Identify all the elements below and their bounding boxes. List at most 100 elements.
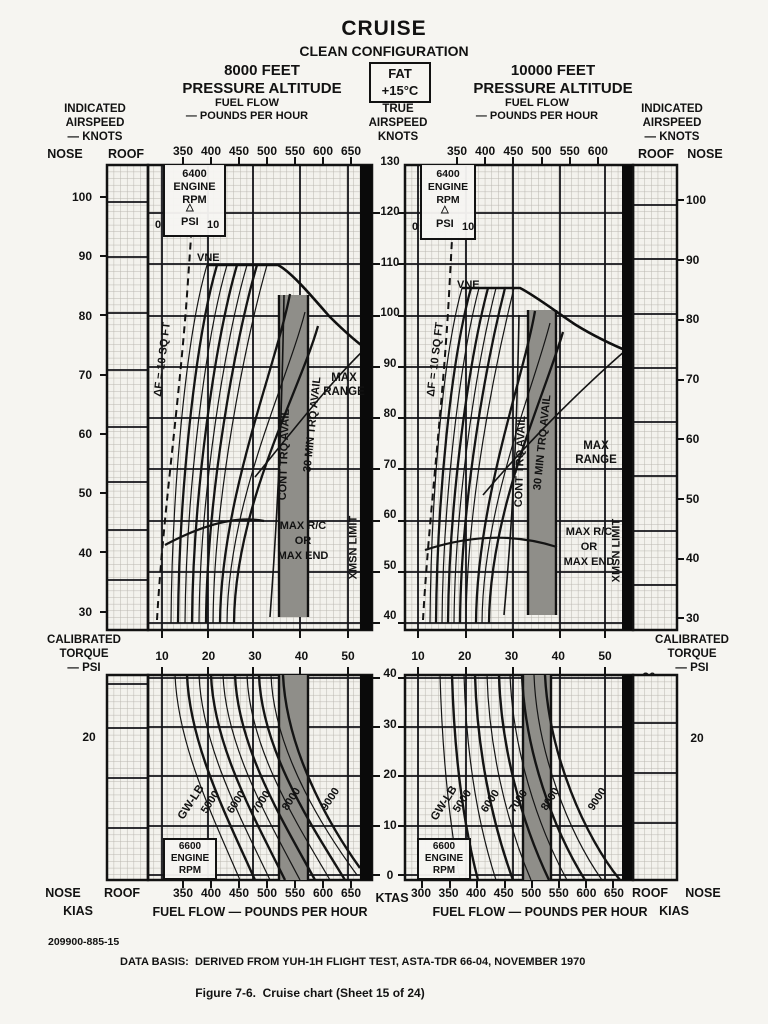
gross-weight-curves [174,674,361,881]
tick-label: 30 [686,610,700,625]
strip-major-gridlines [107,201,148,581]
tick-label: 550 [548,886,569,900]
tick-label: 600 [587,144,608,158]
page-subtitle: CLEAN CONFIGURATION [299,43,469,59]
tick-label: 30 [383,716,397,731]
ias-right-title: INDICATED AIRSPEED — KNOTS [641,103,703,143]
ktas-ticks [372,677,380,876]
roof-footer-right: ROOF [631,886,669,900]
fuel-flow-axis-title-left: FUEL FLOW — POUNDS PER HOUR [152,905,368,919]
strip-major-gridlines [633,204,677,586]
tick-label: 70 [78,367,92,382]
30min-trq-band [526,310,558,615]
tick-label: 40 [551,649,565,663]
tick-label: 40 [383,609,397,622]
tick-label: 350 [172,886,194,900]
torque-axis-title-right: CALIBRATED TORQUE — PSI [655,634,729,674]
tick-label: 500 [256,144,278,158]
gross-weight-curves [439,674,621,881]
vne-envelope-line [462,286,633,355]
max-range-label-right: MAX RANGE [575,440,617,466]
right-altitude-header: 10000 FEET PRESSURE ALTITUDE [473,62,633,97]
psi-ten-right: 10 [462,221,475,233]
tas-scale: 130 120 110 100 90 80 70 60 50 40 [377,155,403,623]
tick-label: 120 [380,206,400,219]
tick-label: 350 [446,144,468,158]
page-title: CRUISE [341,17,427,40]
rpm-6600-box-right: 6600 ENGINE RPM [417,838,471,880]
fat-box: FAT +15°C [369,62,431,103]
kias-label-right: KIAS [659,904,689,918]
fuel-flow-scale-top-right: 350 400 450 500 550 600 [443,144,612,158]
torque-scale-right: 10 20 30 40 50 [404,649,619,663]
tas-ticks [372,212,380,624]
tick-label: 350 [172,144,194,158]
cont-trq-avail-line [503,314,520,616]
fuel-flow-scale-bottom-right: 300 350 400 450 500 550 600 650 [408,886,627,900]
tick-label: 400 [475,144,496,158]
roof-header-right: ROOF [637,147,675,161]
tick-label: 10 [411,649,425,663]
delta-f-dashed-line [156,236,192,621]
data-basis-line: DATA BASIS: DERIVED FROM YUH-1H FLIGHT T… [120,956,585,969]
tas-axis-title: TRUE AIRSPEED KNOTS [368,103,428,143]
major-gridlines-horizontal [405,677,633,876]
kias-label-left: KIAS [63,904,93,918]
tick-label: 550 [559,144,580,158]
vne-label-left: VNE [197,252,220,264]
tick-label: 100 [380,307,400,320]
tick-label: 100 [71,190,92,204]
tick-label: 20 [201,649,216,663]
tick-label: 650 [340,886,362,900]
fuel-flow-ticks [182,880,352,888]
ktas-label: KTAS [375,891,409,905]
xmsn-limit-bar [622,165,632,630]
tick-label: 40 [78,545,92,560]
fuel-flow-ticks [456,157,599,165]
gross-weight-curves [170,264,320,624]
tick-label: 350 [438,886,459,900]
tick-label: 110 [380,256,400,269]
psi-ten-left: 10 [207,219,220,231]
ktas-ticks [398,677,405,876]
xmsn-limit-bar [360,165,372,630]
tick-label: 0 [386,868,394,882]
psi-zero-right: 0 [412,221,419,233]
xmsn-limit-label-left: XMSN LIMIT [347,515,360,580]
strip-major-gridlines [633,722,677,824]
nose-scale-right: 100 90 80 70 60 50 40 30 [686,193,724,625]
tick-label: 40 [686,551,700,566]
tick-label: 80 [383,408,397,421]
max-range-label-left: MAX RANGE [323,372,365,398]
tick-label: 400 [466,886,487,900]
xmsn-limit-bar [622,675,632,880]
max-rc-label-left: MAX R/C OR MAX END [277,520,329,562]
fuel-flow-axis-title-right: FUEL FLOW — POUNDS PER HOUR [432,905,648,919]
tick-label: 70 [383,458,397,471]
chart-canvas-8000ft-low [105,667,380,888]
left-altitude-header: 8000 FEET PRESSURE ALTITUDE [182,62,342,97]
tick-label: 130 [380,156,400,168]
torque-ticks [417,667,606,675]
ias-left-title: INDICATED AIRSPEED — KNOTS [64,103,126,143]
tick-label: 30 [504,649,519,663]
roof-header-left: ROOF [107,147,145,161]
max-range-line [482,349,627,496]
tick-label: 600 [312,886,334,900]
tick-label: 60 [686,431,700,446]
torque-axis-title-left: CALIBRATED TORQUE — PSI [47,634,121,674]
tick-label: 50 [341,649,355,663]
tick-label: 50 [78,486,92,501]
tas-ticks [398,212,405,624]
ktas-scale: 40 30 20 10 0 [377,666,403,882]
major-gridlines-vertical [161,675,349,880]
tick-label: 10 [383,817,397,832]
lower-nose-label-left: 20 [82,730,96,744]
strip-major-gridlines [107,683,148,829]
tick-label: 450 [493,886,514,900]
tick-label: 80 [686,312,700,327]
max-rc-line [424,536,558,552]
nose-ticks [100,196,107,613]
major-gridlines-vertical [161,165,349,630]
